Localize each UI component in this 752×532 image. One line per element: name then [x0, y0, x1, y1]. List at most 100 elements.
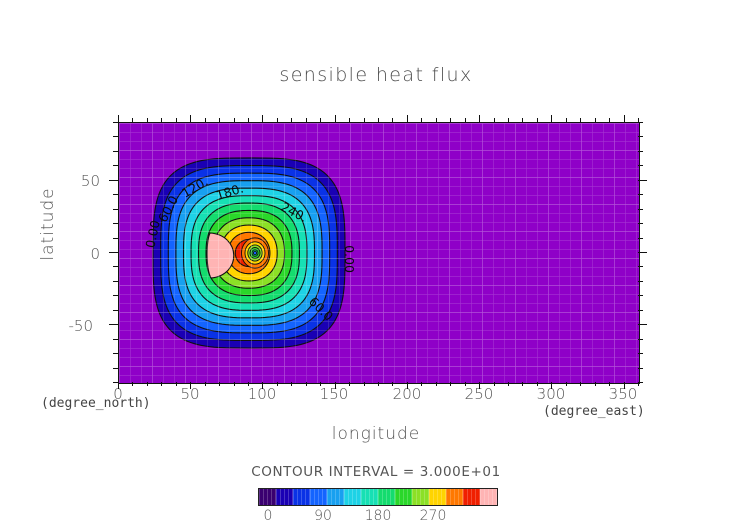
y-axis-unit: (degree_north) [41, 396, 151, 411]
axis-tick-mark [146, 118, 148, 122]
axis-tick-mark [522, 382, 524, 386]
axis-tick-mark [508, 382, 509, 386]
axis-tick-mark [464, 382, 466, 386]
colorbar-band [395, 489, 412, 505]
axis-tick-mark [113, 367, 118, 369]
axis-tick-mark [113, 295, 118, 297]
axis-tick-mark [638, 208, 643, 210]
contour-interval-caption: CONTOUR INTERVAL = 3.000E+01 [251, 464, 501, 480]
colorbar[interactable] [258, 488, 498, 506]
axis-tick-mark [276, 118, 278, 122]
axis-tick-mark [320, 118, 322, 122]
x-tick-label: 250 [464, 385, 494, 403]
colorbar-band [276, 489, 293, 505]
axis-tick-mark [291, 382, 293, 386]
axis-tick-mark [204, 382, 206, 386]
colorbar-band [361, 489, 378, 505]
axis-tick-mark [113, 165, 118, 167]
x-tick-label: 200 [392, 385, 422, 403]
y-tick-label: -50 [68, 317, 94, 335]
axis-tick-mark [551, 382, 553, 389]
axis-tick-mark [406, 382, 408, 389]
axis-tick-mark [248, 382, 249, 386]
axis-tick-mark [349, 382, 351, 386]
axis-tick-mark [638, 324, 647, 326]
axis-tick-mark [334, 382, 336, 389]
axis-tick-mark [378, 118, 379, 122]
axis-tick-mark [334, 115, 336, 122]
axis-tick-mark [594, 382, 596, 386]
axis-tick-mark [638, 338, 643, 340]
x-tick-label: 300 [536, 385, 566, 403]
y-tick-label: 0 [90, 245, 100, 263]
axis-tick-mark [638, 165, 643, 167]
axis-tick-mark [638, 280, 643, 282]
colorbar-tick-label: 90 [314, 508, 332, 524]
axis-tick-mark [638, 194, 643, 196]
axis-tick-mark [233, 382, 235, 386]
axis-tick-mark [522, 118, 524, 122]
axis-tick-mark [219, 118, 221, 122]
axis-tick-mark [638, 252, 647, 253]
x-tick-label: 150 [319, 385, 349, 403]
x-axis-label: longitude [331, 424, 421, 444]
colorbar-band [310, 489, 327, 505]
axis-tick-mark [113, 136, 118, 138]
axis-tick-mark [638, 353, 643, 355]
axis-tick-mark [580, 118, 582, 122]
axis-tick-mark [638, 237, 643, 239]
axis-tick-mark [204, 118, 206, 122]
axis-tick-mark [493, 382, 495, 386]
x-axis-unit: (degree_east) [543, 404, 645, 419]
colorbar-band [446, 489, 463, 505]
x-tick-label: 0 [113, 385, 123, 403]
axis-tick-mark [113, 280, 118, 282]
axis-tick-mark [291, 118, 293, 122]
colorbar-band [429, 489, 446, 505]
axis-tick-mark [109, 179, 118, 181]
axis-tick-mark [565, 118, 567, 122]
axis-tick-mark [638, 150, 643, 152]
colorbar-band [293, 489, 310, 505]
axis-tick-mark [190, 382, 192, 389]
contour-line-label: 0.00 [142, 219, 162, 249]
colorbar-band [412, 489, 429, 505]
axis-tick-mark [118, 382, 119, 389]
axis-tick-mark [320, 382, 322, 386]
axis-tick-mark [450, 382, 452, 386]
axis-tick-mark [638, 118, 639, 122]
axis-tick-mark [113, 309, 118, 311]
axis-tick-mark [363, 382, 365, 386]
colorbar-band [480, 489, 497, 505]
axis-tick-mark [113, 194, 118, 196]
axis-tick-mark [161, 382, 163, 386]
colorbar-tick-label: 180 [364, 508, 392, 524]
colorbar-tick-label: 270 [419, 508, 447, 524]
axis-tick-mark [623, 382, 625, 389]
axis-tick-mark [113, 338, 118, 340]
axis-tick-mark [146, 382, 148, 386]
axis-tick-mark [594, 118, 596, 122]
axis-tick-mark [262, 382, 264, 389]
axis-tick-mark [113, 223, 118, 225]
colorbar-band [344, 489, 361, 505]
axis-tick-mark [113, 150, 118, 152]
axis-tick-mark [609, 382, 611, 386]
axis-tick-mark [276, 382, 278, 386]
axis-tick-mark [638, 367, 643, 369]
axis-tick-mark [161, 118, 163, 122]
axis-tick-mark [638, 136, 643, 138]
axis-tick-mark [493, 118, 495, 122]
axis-tick-mark [349, 118, 351, 122]
axis-tick-mark [508, 118, 509, 122]
colorbar-tick-labels: 0 90 180 270 [258, 508, 498, 528]
axis-tick-mark [536, 118, 538, 122]
axis-tick-mark [551, 115, 553, 122]
axis-tick-mark [623, 115, 625, 122]
axis-tick-mark [421, 382, 423, 386]
axis-tick-mark [638, 122, 643, 123]
colorbar-band [463, 489, 480, 505]
axis-tick-mark [113, 382, 118, 383]
